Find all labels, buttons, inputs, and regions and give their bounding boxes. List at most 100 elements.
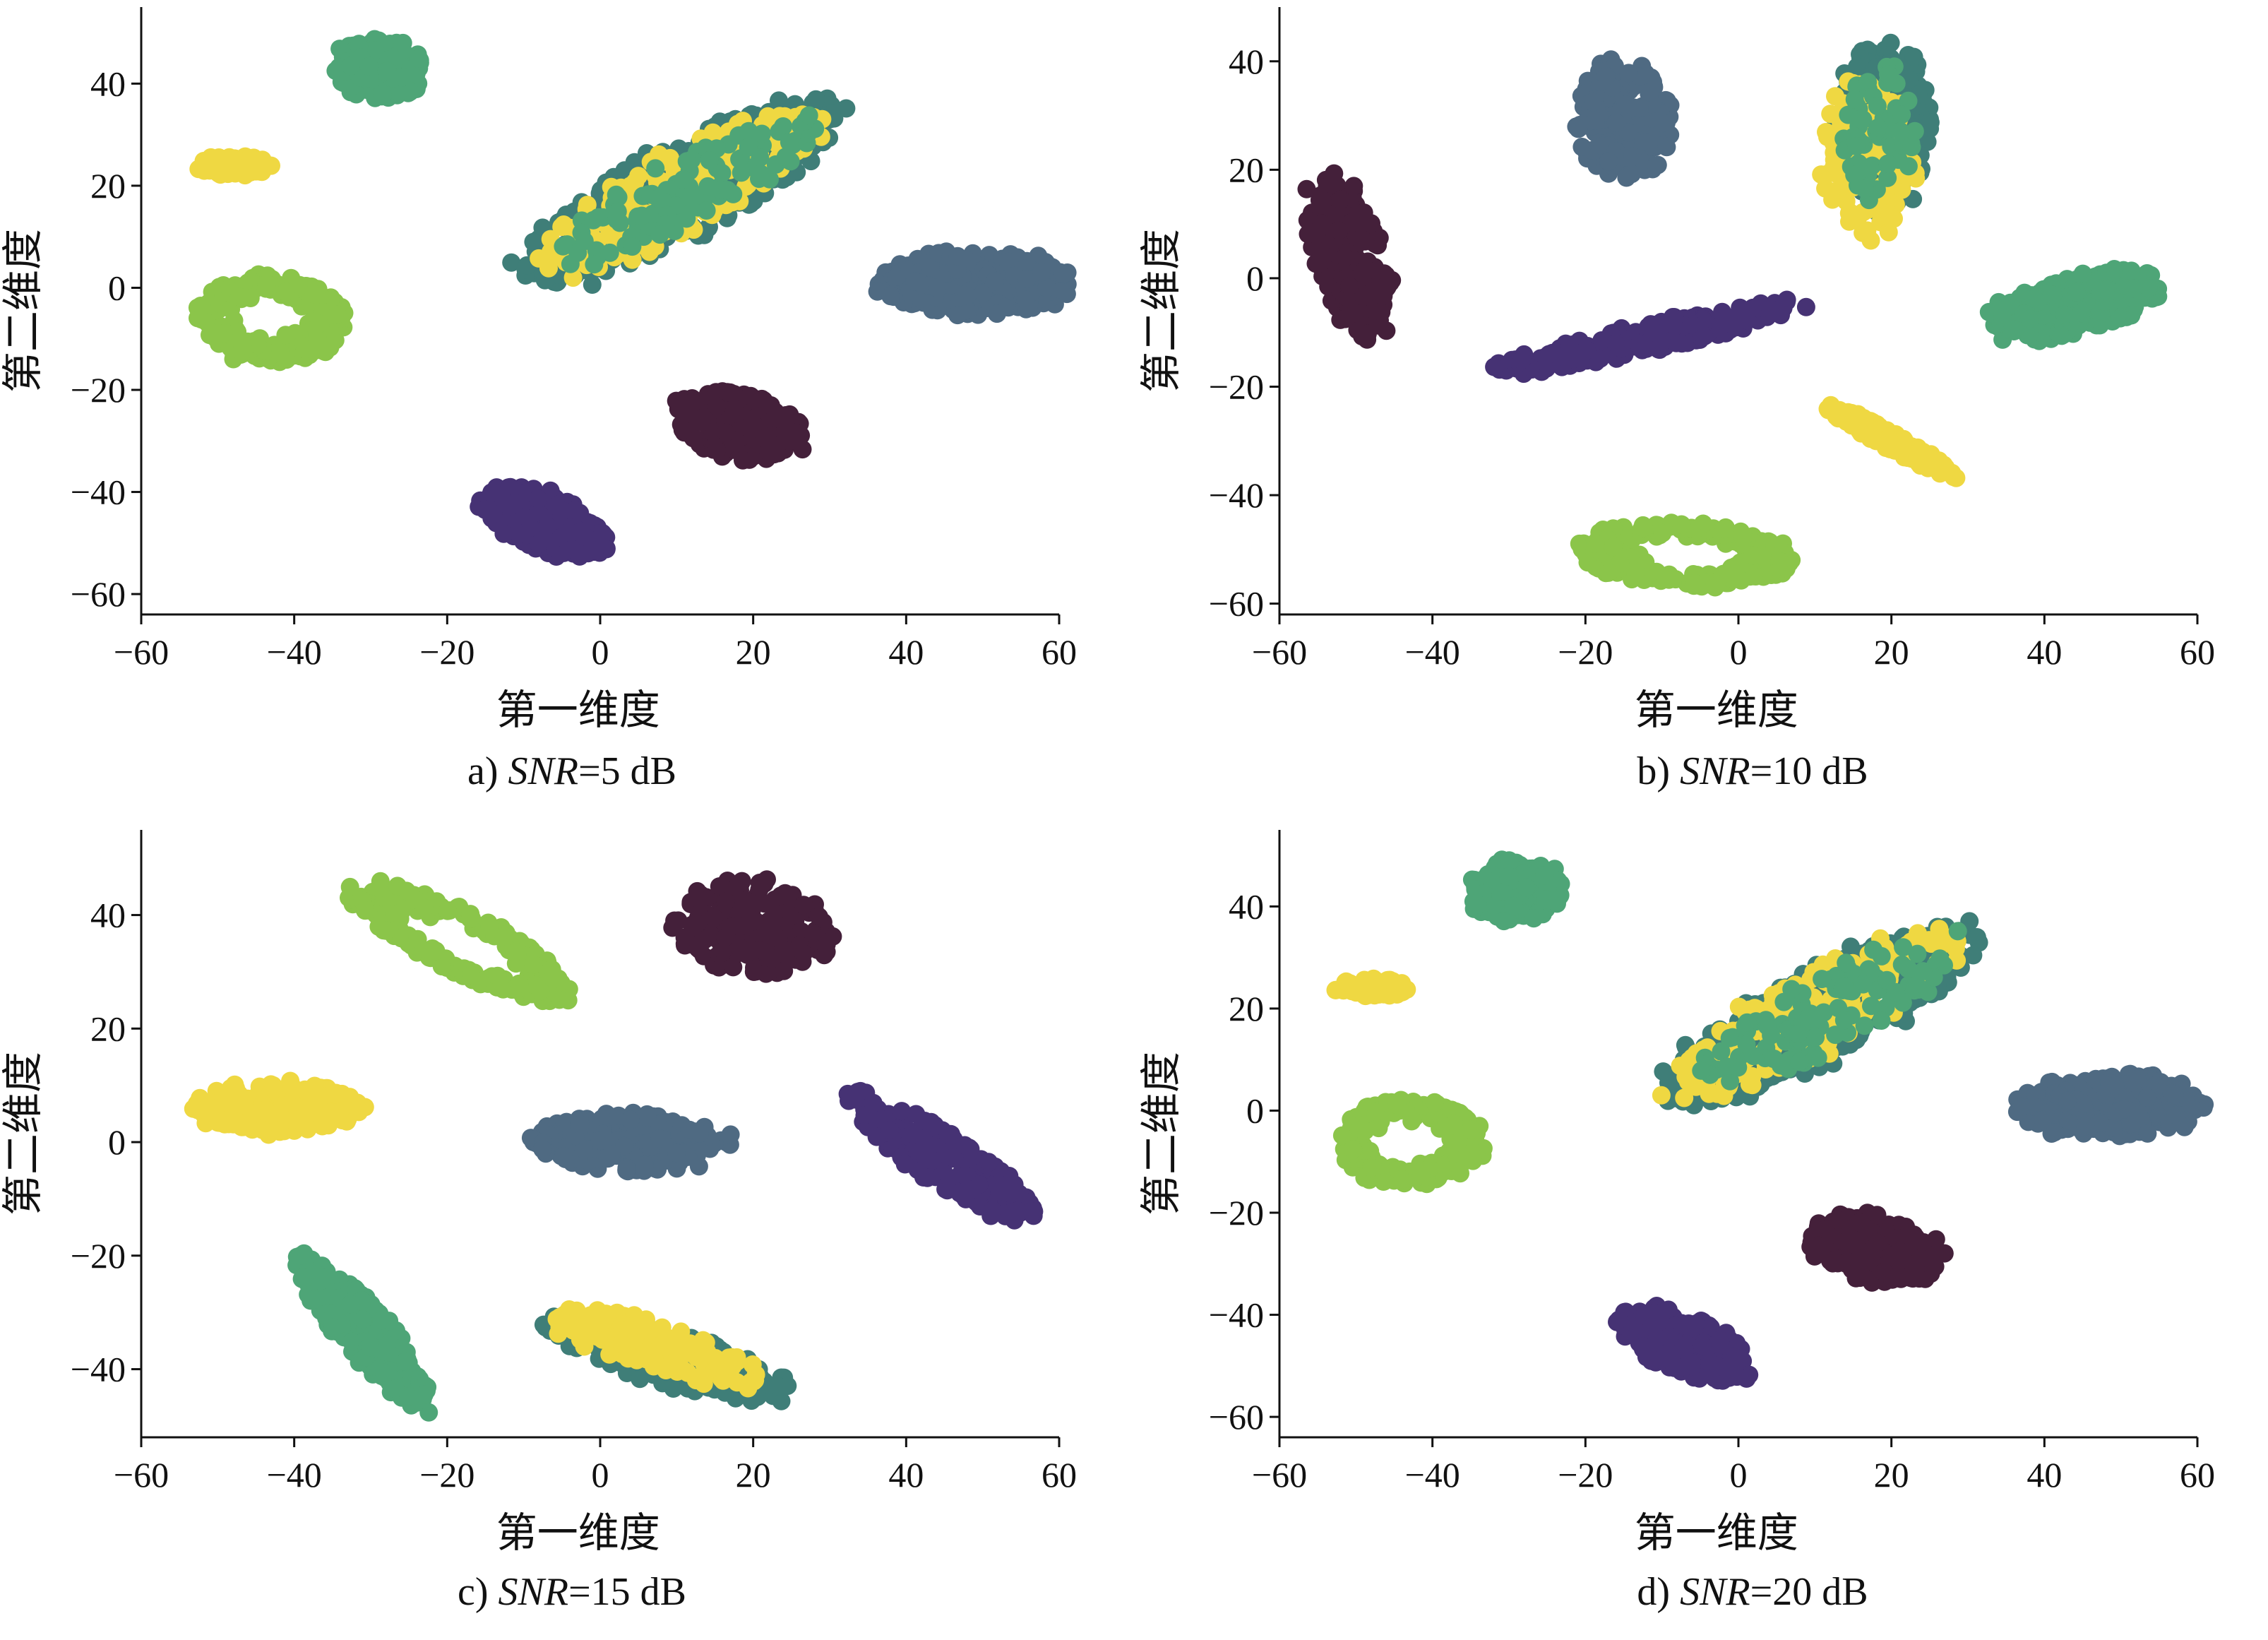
scatter-point: [650, 225, 669, 244]
scatter-point: [585, 542, 604, 561]
scatter-point: [533, 1140, 552, 1159]
scatter-point: [667, 1143, 686, 1163]
scatter-point: [1653, 523, 1672, 542]
scatter-point: [1623, 165, 1641, 184]
x-tick-label: 0: [1730, 632, 1748, 672]
scatter-point: [893, 1102, 911, 1121]
scatter-point: [794, 896, 813, 915]
cluster-8: [1570, 513, 1801, 597]
scatter-point: [2004, 320, 2023, 339]
scatter-point: [1822, 182, 1841, 201]
scatter-point: [1705, 574, 1724, 593]
panel-b: −60 −40 −20 0 20 40 60 −60 −40 −20 0 20 40 第一维度 第二维度: [1137, 0, 2268, 812]
scatter-point: [794, 944, 813, 963]
scatter-point: [1297, 179, 1316, 198]
scatter-point: [1685, 574, 1705, 593]
scatter-point: [1017, 270, 1037, 289]
scatter-point: [1826, 87, 1844, 106]
scatter-point: [524, 232, 543, 251]
cluster-1: [1297, 164, 1402, 349]
y-axis-title: 第二维度: [0, 229, 47, 393]
scatter-point: [717, 423, 736, 442]
y-tick-label: 0: [108, 268, 126, 307]
scatter-point: [895, 1155, 914, 1174]
scatter-point: [488, 966, 507, 985]
scatter-point: [1821, 105, 1840, 124]
scatter-point: [1619, 64, 1638, 83]
scatter-point: [389, 904, 408, 923]
cluster-5: [287, 1244, 438, 1422]
y-tick-label: −40: [1209, 475, 1264, 515]
scatter-point: [2067, 283, 2086, 302]
scatter-point: [1672, 515, 1691, 534]
x-axis-title: 第一维度: [1635, 686, 1798, 734]
scatter-point: [1878, 154, 1897, 173]
scatter-point: [2073, 264, 2092, 283]
scatter-point: [1858, 73, 1878, 92]
scatter-point: [505, 943, 524, 962]
scatter-point: [1634, 518, 1653, 537]
y-tick-label: −20: [71, 370, 126, 410]
scatter-point: [1849, 206, 1868, 225]
scatter-point: [1586, 112, 1605, 130]
scatter-point: [600, 243, 619, 262]
scatter-point: [461, 905, 480, 924]
scatter-point: [229, 158, 248, 177]
scatter-point: [1358, 324, 1377, 343]
scatter-point: [1307, 225, 1326, 244]
scatter-point: [599, 226, 619, 245]
scatter-point: [405, 890, 424, 909]
scatter-point: [1899, 91, 1918, 110]
scatter-point: [1362, 214, 1380, 233]
scatter-point: [602, 1145, 621, 1164]
scatter-point: [1539, 345, 1558, 364]
y-tick-label: 20: [1229, 150, 1264, 189]
scatter-points: [184, 870, 1044, 1422]
scatter-point: [1979, 302, 1998, 321]
scatter-point: [1899, 157, 1918, 176]
scatter-point: [410, 49, 428, 68]
scatter-point: [741, 893, 760, 913]
scatter-point: [393, 68, 412, 87]
scatter-point: [462, 965, 481, 985]
cluster-2: [188, 265, 354, 372]
scatter-points: [188, 30, 1077, 566]
scatter-point: [617, 1160, 636, 1179]
scatter-point: [1648, 324, 1667, 343]
scatter-point: [1630, 99, 1649, 118]
scatter-point: [366, 41, 385, 60]
scatter-point: [1868, 97, 1887, 116]
scatter-point: [1584, 93, 1602, 112]
scatter-point: [688, 889, 707, 908]
scatter-point: [1642, 68, 1661, 87]
scatter-point: [1354, 287, 1373, 307]
scatter-point: [1640, 83, 1659, 102]
scatter-point: [2052, 326, 2071, 345]
scatter-point: [2043, 285, 2062, 304]
scatter-point: [623, 237, 642, 256]
scatter-point: [531, 982, 550, 1001]
scatter-point: [941, 1170, 960, 1189]
scatter-point: [1868, 118, 1887, 137]
scatter-point: [326, 1085, 345, 1104]
scatter-point: [905, 272, 924, 291]
scatter-point: [1592, 331, 1611, 350]
y-tick-label: 0: [1246, 259, 1264, 298]
cluster-3: [521, 1103, 740, 1181]
cluster-0: [326, 30, 429, 107]
scatter-point: [510, 974, 529, 993]
x-tick-label: 20: [736, 632, 771, 672]
scatter-point: [227, 1079, 246, 1098]
scatter-point: [1032, 263, 1051, 282]
scatter-point: [810, 907, 828, 926]
scatter-point: [708, 441, 727, 460]
scatter-point: [806, 90, 825, 109]
scatter-point: [718, 181, 737, 200]
scatter-point: [1714, 519, 1733, 538]
scatter-point: [1577, 340, 1596, 360]
scatter-point: [758, 107, 777, 126]
scatter-point: [864, 1093, 883, 1112]
scatter-point: [763, 922, 782, 941]
scatter-point: [1037, 278, 1056, 297]
